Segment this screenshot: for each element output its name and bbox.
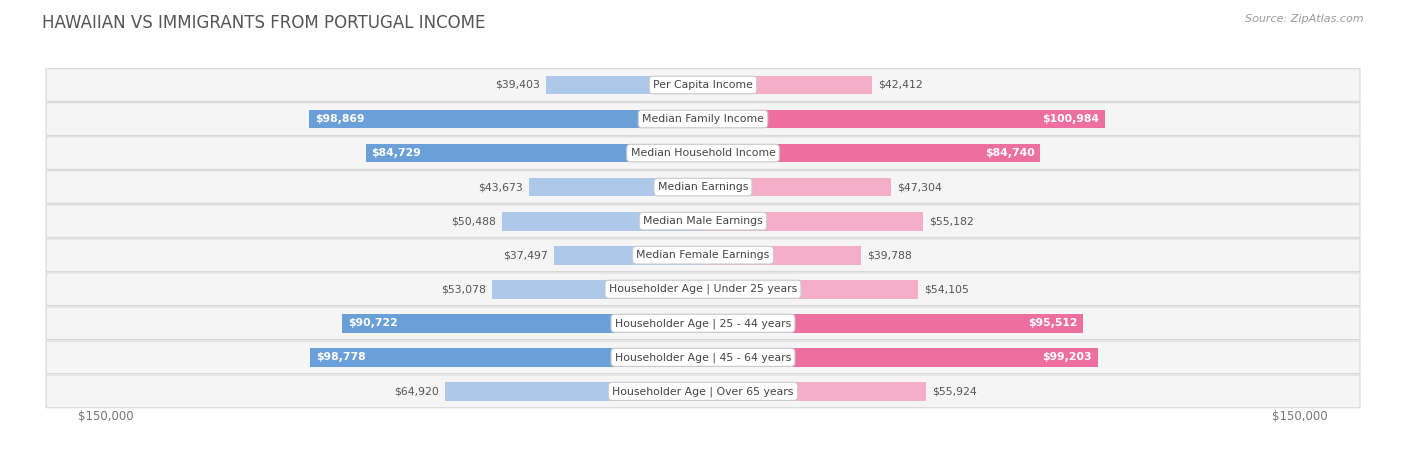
FancyBboxPatch shape <box>46 103 1360 135</box>
Text: $39,788: $39,788 <box>868 250 912 260</box>
FancyBboxPatch shape <box>46 171 1360 204</box>
Text: $55,924: $55,924 <box>932 386 976 396</box>
Text: Householder Age | Under 25 years: Householder Age | Under 25 years <box>609 284 797 295</box>
FancyBboxPatch shape <box>46 341 1360 374</box>
Bar <box>342 314 703 333</box>
Text: HAWAIIAN VS IMMIGRANTS FROM PORTUGAL INCOME: HAWAIIAN VS IMMIGRANTS FROM PORTUGAL INC… <box>42 14 485 32</box>
FancyBboxPatch shape <box>46 205 1360 238</box>
Text: $47,304: $47,304 <box>897 182 942 192</box>
Text: $84,740: $84,740 <box>984 148 1035 158</box>
Text: $54,105: $54,105 <box>924 284 969 294</box>
Bar <box>554 246 703 264</box>
Text: $53,078: $53,078 <box>441 284 485 294</box>
Text: Householder Age | 45 - 64 years: Householder Age | 45 - 64 years <box>614 352 792 362</box>
FancyBboxPatch shape <box>46 239 1360 271</box>
Text: $150,000: $150,000 <box>77 410 134 424</box>
Bar <box>309 110 703 128</box>
Text: Median Female Earnings: Median Female Earnings <box>637 250 769 260</box>
Text: $95,512: $95,512 <box>1028 318 1077 328</box>
FancyBboxPatch shape <box>46 375 1360 408</box>
Text: $43,673: $43,673 <box>478 182 523 192</box>
Text: $98,778: $98,778 <box>316 352 366 362</box>
FancyBboxPatch shape <box>46 273 1360 305</box>
Text: Per Capita Income: Per Capita Income <box>652 80 754 90</box>
FancyBboxPatch shape <box>46 137 1360 170</box>
Text: Median Earnings: Median Earnings <box>658 182 748 192</box>
Text: $100,984: $100,984 <box>1042 114 1099 124</box>
Bar <box>703 144 1040 163</box>
Bar <box>546 76 703 94</box>
Bar <box>703 314 1083 333</box>
Text: $50,488: $50,488 <box>451 216 496 226</box>
Bar <box>703 382 925 401</box>
Text: Median Household Income: Median Household Income <box>630 148 776 158</box>
Text: $42,412: $42,412 <box>877 80 922 90</box>
FancyBboxPatch shape <box>46 307 1360 340</box>
Text: Source: ZipAtlas.com: Source: ZipAtlas.com <box>1246 14 1364 24</box>
Bar <box>492 280 703 298</box>
Bar <box>703 178 891 197</box>
Text: $39,403: $39,403 <box>495 80 540 90</box>
Text: Householder Age | Over 65 years: Householder Age | Over 65 years <box>612 386 794 396</box>
Bar <box>366 144 703 163</box>
Bar <box>309 348 703 367</box>
Bar <box>703 76 872 94</box>
Bar <box>703 110 1105 128</box>
Text: Householder Age | 25 - 44 years: Householder Age | 25 - 44 years <box>614 318 792 328</box>
Text: $98,869: $98,869 <box>315 114 364 124</box>
Text: $99,203: $99,203 <box>1042 352 1092 362</box>
Bar <box>502 212 703 231</box>
Bar <box>703 212 922 231</box>
Bar <box>529 178 703 197</box>
Text: Median Male Earnings: Median Male Earnings <box>643 216 763 226</box>
Text: $150,000: $150,000 <box>1272 410 1329 424</box>
Text: $90,722: $90,722 <box>347 318 398 328</box>
Text: $64,920: $64,920 <box>394 386 439 396</box>
Bar <box>703 280 918 298</box>
Bar <box>703 246 862 264</box>
Bar <box>703 348 1098 367</box>
Text: Median Family Income: Median Family Income <box>643 114 763 124</box>
FancyBboxPatch shape <box>46 69 1360 101</box>
Text: $84,729: $84,729 <box>371 148 422 158</box>
Text: $55,182: $55,182 <box>929 216 973 226</box>
Text: $37,497: $37,497 <box>503 250 548 260</box>
Bar <box>444 382 703 401</box>
